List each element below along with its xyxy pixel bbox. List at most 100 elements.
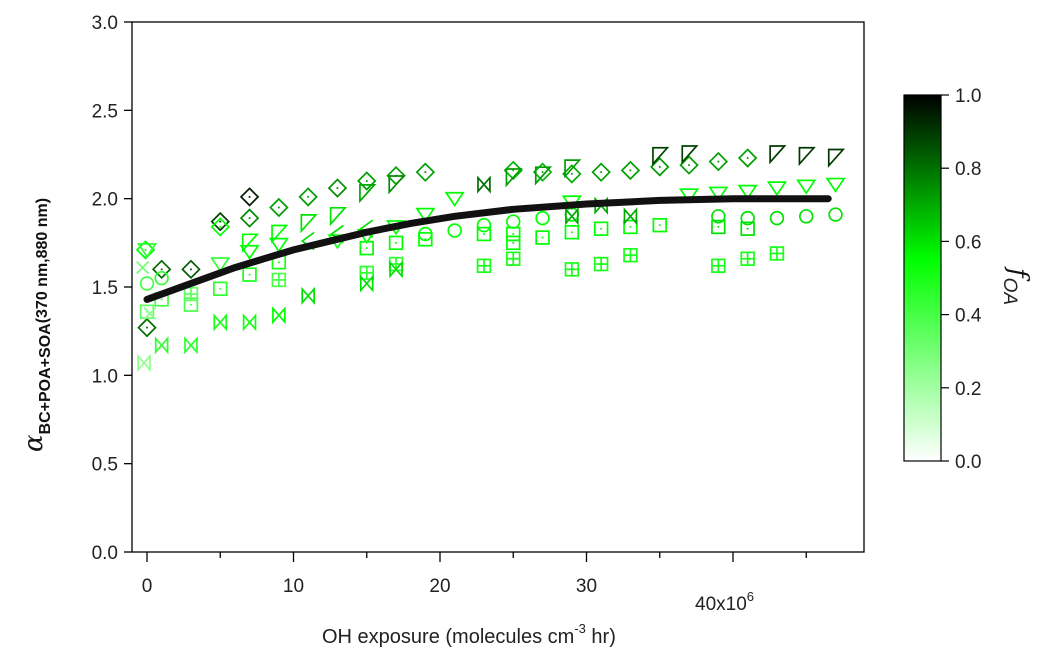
data-point: [652, 146, 670, 167]
data-point: [564, 159, 582, 179]
y-tick-label: 0.5: [92, 455, 118, 476]
data-markers: [135, 145, 846, 373]
data-point: [769, 210, 785, 226]
data-point: [828, 207, 843, 222]
data-point: [708, 186, 729, 202]
data-point: [329, 206, 348, 227]
data-point: [678, 188, 700, 204]
data-point: [594, 196, 608, 215]
data-point: [359, 184, 377, 204]
data-point: [181, 259, 201, 280]
data-point: [154, 336, 169, 355]
data-point: [447, 223, 462, 238]
colorbar-tick-label: 0.0: [955, 452, 981, 473]
data-point: [740, 251, 755, 266]
data-point: [388, 235, 404, 251]
data-point: [271, 224, 289, 244]
data-point: [301, 286, 315, 305]
data-point: [506, 214, 521, 229]
data-point: [272, 306, 286, 325]
data-point: [242, 267, 257, 282]
data-point: [210, 211, 230, 232]
y-axis-title-sub2: (370 nm,880 nm): [34, 198, 51, 323]
data-point: [444, 191, 465, 207]
data-point: [137, 353, 151, 373]
colorbar-label-sub: OA: [999, 278, 1020, 305]
data-point: [825, 177, 846, 193]
data-point: [242, 313, 257, 332]
data-point: [239, 244, 260, 260]
data-point: [388, 175, 406, 195]
data-point: [139, 276, 155, 291]
data-point: [213, 281, 228, 296]
data-point: [415, 207, 436, 223]
x-axis-title-sup: -3: [574, 621, 586, 636]
colorbar-tick-label: 1.0: [955, 86, 981, 107]
data-point: [357, 171, 377, 191]
y-tick-label: 0.0: [92, 543, 118, 564]
data-point: [137, 317, 157, 338]
data-point: [564, 225, 580, 240]
data-point: [564, 262, 580, 277]
data-point: [620, 160, 641, 181]
data-point: [506, 235, 521, 251]
x-axis-title-tail: hr): [586, 626, 616, 648]
data-point: [708, 151, 729, 172]
data-point: [737, 148, 758, 168]
data-point: [183, 286, 199, 302]
data-point: [652, 217, 667, 233]
x-tick-label: 30: [576, 576, 597, 597]
colorbar-label: fOA: [999, 266, 1033, 305]
data-point: [535, 230, 550, 245]
data-point: [300, 214, 318, 234]
y-tick-label: 3.0: [92, 13, 118, 34]
data-point: [505, 168, 523, 188]
colorbar-tick-label: 0.6: [955, 232, 981, 253]
data-point: [506, 251, 521, 266]
data-point: [593, 256, 609, 272]
data-point: [136, 243, 158, 259]
data-point: [477, 175, 491, 194]
data-point: [415, 162, 436, 182]
data-point: [769, 145, 787, 165]
data-point: [827, 148, 846, 168]
data-point: [359, 274, 374, 293]
data-point: [534, 166, 553, 186]
data-point: [210, 257, 231, 273]
y-tick-label: 1.5: [92, 278, 118, 299]
data-point: [269, 197, 289, 218]
y-tick-label: 2.5: [92, 101, 118, 122]
x-axis-title: OH exposure (molecules cm-3 hr): [322, 621, 616, 648]
data-point: [239, 187, 260, 207]
data-point: [711, 258, 726, 274]
x-multiplier-exp: 6: [747, 589, 754, 604]
data-point: [591, 162, 611, 182]
data-point: [799, 209, 814, 224]
data-point: [143, 306, 157, 321]
data-point: [136, 261, 150, 275]
data-point: [593, 221, 609, 236]
plot-frame: [131, 21, 865, 553]
data-point: [184, 336, 198, 355]
data-point: [239, 208, 260, 228]
data-point: [623, 247, 638, 263]
colorbar-tick-label: 0.8: [955, 159, 981, 180]
x-tick-label: 10: [283, 576, 304, 597]
x-tick-label: 20: [429, 576, 450, 597]
data-point: [327, 178, 348, 198]
y-axis-title-sub: BC+POA+SOA: [37, 323, 54, 435]
data-point: [766, 181, 788, 197]
data-point: [711, 219, 726, 235]
colorbar-tick-label: 0.4: [955, 306, 982, 327]
data-point: [268, 237, 289, 253]
data-point: [476, 226, 492, 242]
y-axis-title-symbol: α: [19, 434, 49, 452]
data-point: [418, 232, 433, 247]
data-point: [711, 209, 726, 224]
data-point: [241, 233, 260, 253]
x-axis-title-main: OH exposure (molecules cm: [322, 626, 574, 648]
data-point: [503, 160, 523, 181]
fit-line: [143, 195, 832, 303]
